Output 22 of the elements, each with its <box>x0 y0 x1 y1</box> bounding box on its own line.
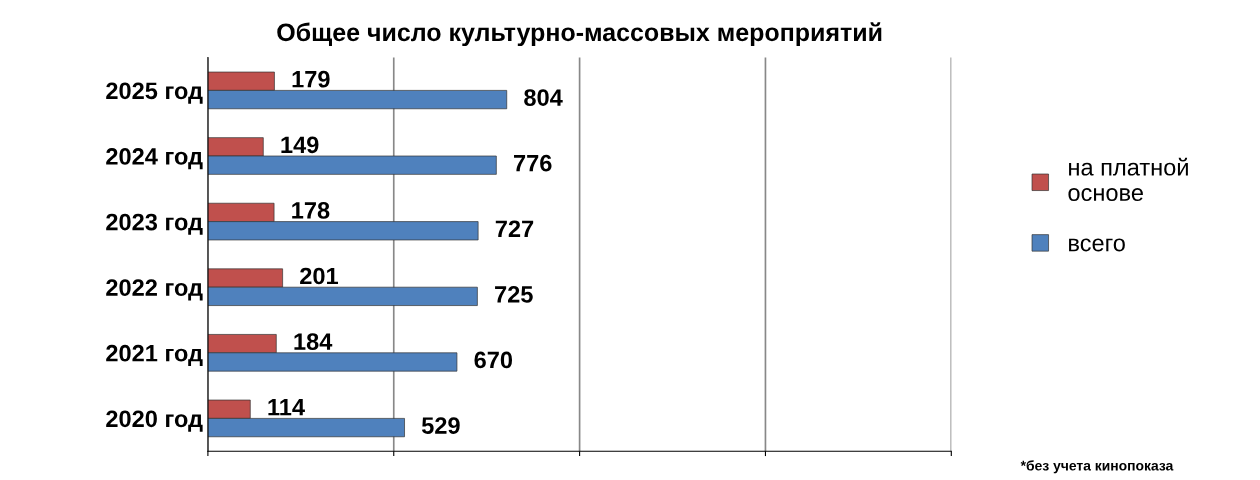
data-label: 201 <box>300 267 339 285</box>
y-tick-label: 2023 год <box>106 213 203 235</box>
legend-label: на платной основе <box>1068 157 1188 202</box>
legend-label: всего <box>1069 238 1125 252</box>
data-label: 529 <box>421 417 460 434</box>
data-label: 114 <box>268 399 305 416</box>
data-label: 149 <box>281 136 319 154</box>
y-tick-label: 2025 год <box>106 82 203 104</box>
chart-title: Общее число культурно-массовых мероприятий <box>277 22 882 47</box>
data-label: 804 <box>524 89 563 106</box>
text: *без учета кинопоказа <box>1020 460 1174 474</box>
data-label: 184 <box>294 333 333 350</box>
y-tick-label: 2022 год <box>106 279 203 301</box>
data-label: 727 <box>495 220 534 237</box>
data-label: 776 <box>514 154 552 172</box>
data-label: 670 <box>474 351 513 369</box>
data-label: 179 <box>292 70 330 88</box>
data-label: 178 <box>292 202 330 219</box>
y-tick-label: 2024 год <box>106 148 203 170</box>
y-tick-label: 2021 год <box>106 344 203 367</box>
data-label: 725 <box>495 286 533 303</box>
y-tick-label: 2020 год <box>106 410 203 432</box>
